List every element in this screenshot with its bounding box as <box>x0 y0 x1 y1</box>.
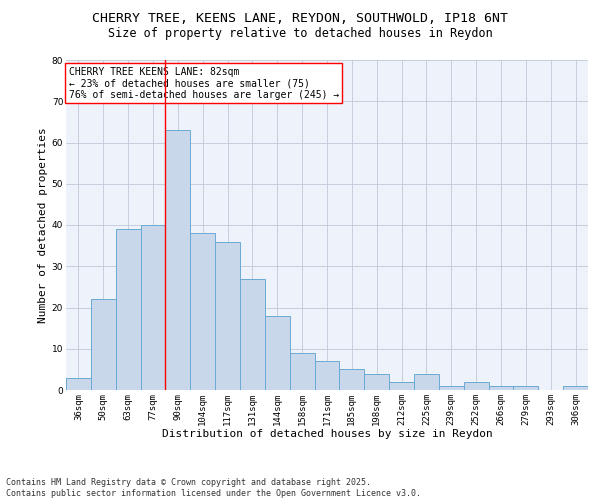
Bar <box>91 299 116 390</box>
Text: Contains HM Land Registry data © Crown copyright and database right 2025.
Contai: Contains HM Land Registry data © Crown c… <box>6 478 421 498</box>
Bar <box>66 378 91 390</box>
Bar <box>190 233 215 390</box>
Bar <box>364 374 389 390</box>
Bar <box>414 374 439 390</box>
Bar <box>439 386 464 390</box>
Bar <box>215 242 240 390</box>
Bar <box>514 386 538 390</box>
Bar <box>389 382 414 390</box>
Bar <box>140 225 166 390</box>
Bar <box>240 278 265 390</box>
Bar <box>265 316 290 390</box>
Text: CHERRY TREE, KEENS LANE, REYDON, SOUTHWOLD, IP18 6NT: CHERRY TREE, KEENS LANE, REYDON, SOUTHWO… <box>92 12 508 26</box>
Bar <box>340 370 364 390</box>
Text: Size of property relative to detached houses in Reydon: Size of property relative to detached ho… <box>107 28 493 40</box>
X-axis label: Distribution of detached houses by size in Reydon: Distribution of detached houses by size … <box>161 429 493 439</box>
Bar <box>116 229 140 390</box>
Bar <box>314 361 340 390</box>
Text: CHERRY TREE KEENS LANE: 82sqm
← 23% of detached houses are smaller (75)
76% of s: CHERRY TREE KEENS LANE: 82sqm ← 23% of d… <box>68 66 339 100</box>
Bar <box>563 386 588 390</box>
Y-axis label: Number of detached properties: Number of detached properties <box>38 127 47 323</box>
Bar <box>488 386 514 390</box>
Bar <box>290 353 314 390</box>
Bar <box>166 130 190 390</box>
Bar <box>464 382 488 390</box>
